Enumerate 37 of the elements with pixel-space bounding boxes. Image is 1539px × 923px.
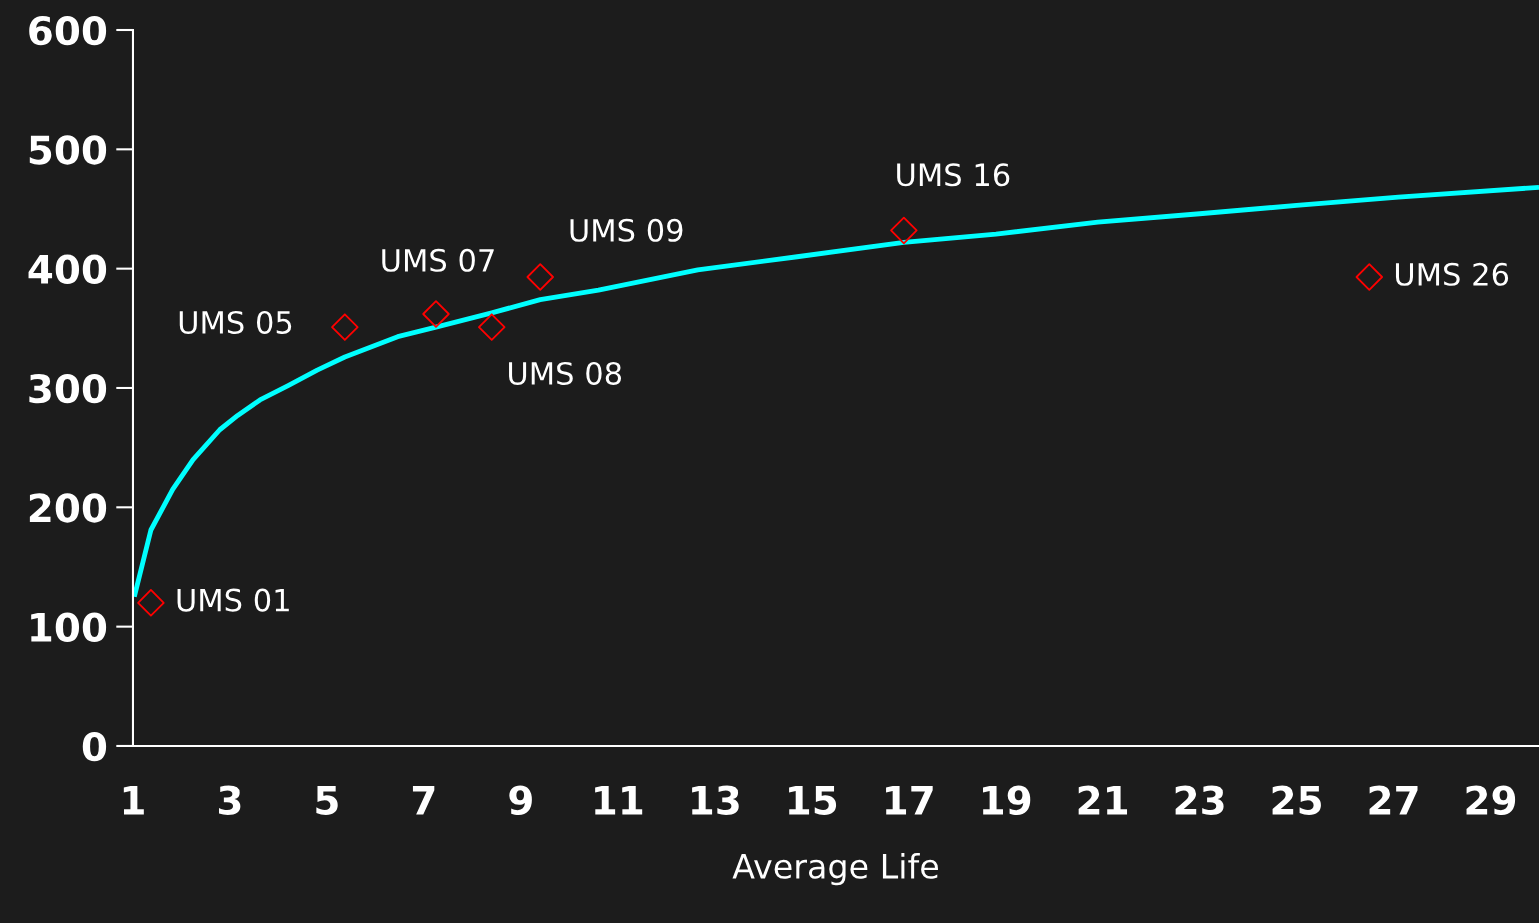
y-tick-label: 300 — [29, 373, 107, 404]
annotation: UMS 07 — [382, 248, 494, 272]
point — [526, 263, 554, 291]
x-tick-label: 5 — [316, 786, 338, 815]
point — [478, 313, 506, 341]
point — [137, 589, 165, 617]
point — [1355, 263, 1384, 291]
x-tick-label: 23 — [1175, 785, 1224, 815]
y-tick-label: 500 — [29, 135, 107, 165]
point — [890, 216, 918, 245]
x-tick-label: 25 — [1272, 785, 1321, 815]
x-tick-label: 9 — [509, 785, 532, 815]
x-tick-label: 19 — [983, 785, 1031, 815]
x-tick-label: 21 — [1078, 785, 1128, 815]
x-tick-label: 11 — [595, 786, 643, 815]
x-tick-label: 17 — [886, 786, 933, 815]
annotation: UMS 08 — [509, 361, 622, 385]
x-tick-label: 1 — [123, 786, 144, 815]
x-tick-label: 13 — [692, 785, 739, 815]
point — [331, 313, 359, 341]
x-axis-title: Average Life — [732, 853, 938, 886]
y-tick-label: 200 — [29, 493, 107, 523]
annotation: UMS 16 — [897, 163, 1010, 187]
x-tick-label: 3 — [219, 785, 241, 815]
annotation: UMS 05 — [179, 310, 292, 334]
y-tick-label: 400 — [28, 254, 107, 284]
x-tick-label: 7 — [412, 786, 435, 815]
annotation: UMS 01 — [177, 588, 289, 612]
annotation: UMS 09 — [570, 218, 683, 242]
y-tick-label: 600 — [29, 15, 107, 46]
annotation: UMS 26 — [1395, 262, 1509, 286]
x-tick-label: 29 — [1466, 785, 1516, 815]
y-tick-label: 0 — [82, 731, 107, 762]
x-tick-label: 27 — [1369, 785, 1418, 815]
point — [422, 300, 450, 328]
y-tick-label: 100 — [31, 612, 107, 642]
x-tick-label: 15 — [789, 786, 837, 815]
